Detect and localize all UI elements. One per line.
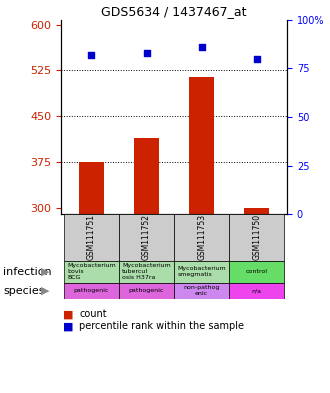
Point	[199, 44, 204, 50]
Bar	[64, 214, 119, 261]
Text: Mycobacterium
smegmatis: Mycobacterium smegmatis	[177, 266, 226, 277]
Text: n/a: n/a	[252, 288, 262, 293]
Bar	[174, 261, 229, 283]
Text: percentile rank within the sample: percentile rank within the sample	[79, 321, 244, 331]
Text: ▶: ▶	[41, 266, 50, 277]
Bar	[119, 261, 174, 283]
Point	[254, 55, 259, 62]
Text: pathogenic: pathogenic	[74, 288, 109, 293]
Bar	[134, 138, 159, 214]
Text: GSM111753: GSM111753	[197, 214, 206, 261]
Bar	[79, 162, 104, 214]
Bar	[64, 261, 119, 283]
Text: ■: ■	[63, 309, 73, 320]
Bar	[174, 283, 229, 299]
Title: GDS5634 / 1437467_at: GDS5634 / 1437467_at	[101, 6, 247, 18]
Text: ■: ■	[63, 321, 73, 331]
Text: control: control	[246, 269, 268, 274]
Text: count: count	[79, 309, 107, 320]
Bar	[119, 214, 174, 261]
Bar	[174, 214, 229, 261]
Text: GSM111751: GSM111751	[87, 215, 96, 261]
Text: pathogenic: pathogenic	[129, 288, 164, 293]
Point	[89, 51, 94, 58]
Bar	[245, 208, 269, 214]
Bar	[229, 214, 284, 261]
Bar	[64, 283, 119, 299]
Point	[144, 50, 149, 56]
Bar	[119, 283, 174, 299]
Text: Mycobacterium
tubercul
osis H37ra: Mycobacterium tubercul osis H37ra	[122, 263, 171, 280]
Text: ▶: ▶	[41, 286, 50, 296]
Bar	[229, 283, 284, 299]
Text: non-pathog
enic: non-pathog enic	[183, 285, 220, 296]
Text: GSM111752: GSM111752	[142, 215, 151, 261]
Bar	[229, 261, 284, 283]
Text: species: species	[3, 286, 45, 296]
Text: GSM111750: GSM111750	[252, 214, 261, 261]
Text: infection: infection	[3, 266, 52, 277]
Bar	[189, 77, 214, 214]
Text: Mycobacterium
bovis
BCG: Mycobacterium bovis BCG	[67, 263, 116, 280]
